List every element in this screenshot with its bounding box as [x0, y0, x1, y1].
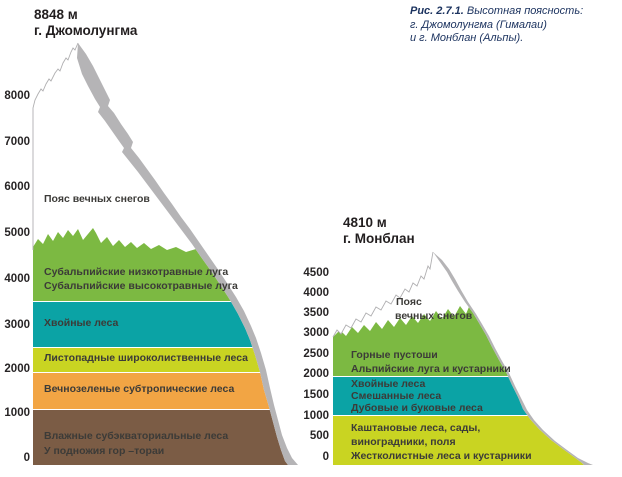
montblanc-elevation: 4810 м: [343, 215, 387, 230]
montblanc-left-outline: [332, 251, 434, 338]
everest-zone-label: Листопадные широколиственные леса: [44, 352, 249, 364]
everest-axis-tick-6000: 6000: [4, 181, 30, 193]
everest-axis-tick-8000: 8000: [4, 90, 30, 102]
montblanc-zone-label: Хвойные леса: [351, 378, 426, 390]
everest-snow-zone-label: Пояс вечных снегов: [44, 193, 150, 205]
everest-axis-tick-7000: 7000: [4, 136, 30, 148]
montblanc-axis-tick-1000: 1000: [303, 410, 329, 422]
everest-zone-label: Влажные субэкваториальные леса: [44, 430, 229, 442]
montblanc-axis-tick-500: 500: [309, 430, 329, 442]
montblanc-snow-zone-label: Пояс: [396, 296, 422, 308]
montblanc-snow-zone-label: вечных снегов: [395, 310, 473, 322]
montblanc-zone-label: Каштановые леса, сады,: [351, 422, 481, 434]
everest-axis-tick-1000: 1000: [4, 407, 30, 419]
montblanc-axis-tick-3500: 3500: [303, 307, 329, 319]
montblanc-axis-tick-1500: 1500: [303, 389, 329, 401]
caption-line-3: и г. Монблан (Альпы).: [410, 32, 524, 44]
everest-zone-label: Субальпийские высокотравные луга: [44, 280, 238, 292]
montblanc-axis-tick-2000: 2000: [303, 368, 329, 380]
montblanc-zone-label: Дубовые и буковые леса: [351, 402, 483, 414]
montblanc-axis-tick-3000: 3000: [303, 327, 329, 339]
montblanc-axis-tick-2500: 2500: [303, 348, 329, 360]
everest-axis-tick-5000: 5000: [4, 227, 30, 239]
everest-axis-tick-3000: 3000: [4, 319, 30, 331]
montblanc-zone-label: Жестколистные леса и кустарники: [351, 450, 532, 462]
everest-axis-tick-2000: 2000: [4, 363, 30, 375]
everest-left-outline: [32, 42, 79, 250]
caption-line-1: Рис. 2.7.1. Высотная поясность:: [410, 5, 583, 19]
montblanc-axis-tick-4000: 4000: [303, 287, 329, 299]
everest-zone-band-deciduous-forest: [33, 347, 288, 372]
montblanc-zone-label: Горные пустоши: [351, 349, 438, 361]
caption-title: Высотная поясность:: [466, 5, 584, 17]
everest-ridge-shadow: [77, 43, 298, 465]
montblanc-axis-tick-4500: 4500: [303, 267, 329, 279]
everest-mountain: [32, 42, 298, 465]
everest-zone-label: Хвойные леса: [44, 317, 119, 329]
everest-zone-band-equatorial-forest: [33, 409, 288, 465]
montblanc-ridge-shadow: [433, 252, 593, 465]
montblanc-axis-tick-0: 0: [322, 451, 329, 463]
montblanc-zone-label: Альпийские луга и кустарники: [351, 363, 511, 375]
everest-elevation: 8848 м: [34, 7, 78, 22]
figure-caption: Рис. 2.7.1. Высотная поясность: г. Джомо…: [410, 5, 583, 46]
everest-zone-band-subtropical-forest: [33, 372, 288, 409]
everest-axis-tick-0: 0: [23, 452, 30, 464]
montblanc-zone-label: Смешанные леса: [351, 390, 442, 402]
montblanc-title: 4810 м г. Монблан: [343, 215, 415, 247]
everest-axis-tick-4000: 4000: [4, 273, 30, 285]
montblanc-name: г. Монблан: [343, 231, 415, 246]
everest-title: 8848 м г. Джомолунгма: [34, 7, 137, 39]
everest-zone-label: Субальпийские низкотравные луга: [44, 266, 229, 278]
caption-ref: Рис. 2.7.1.: [410, 5, 464, 17]
montblanc-mountain: [332, 251, 593, 465]
caption-line-2: г. Джомолунгма (Гималаи): [410, 18, 547, 31]
montblanc-zone-label: виноградники, поля: [351, 436, 456, 448]
everest-name: г. Джомолунгма: [34, 23, 138, 38]
everest-zone-label: У подножия гор –тораи: [44, 445, 165, 457]
everest-zone-label: Вечнозеленые субтропические леса: [44, 383, 235, 395]
